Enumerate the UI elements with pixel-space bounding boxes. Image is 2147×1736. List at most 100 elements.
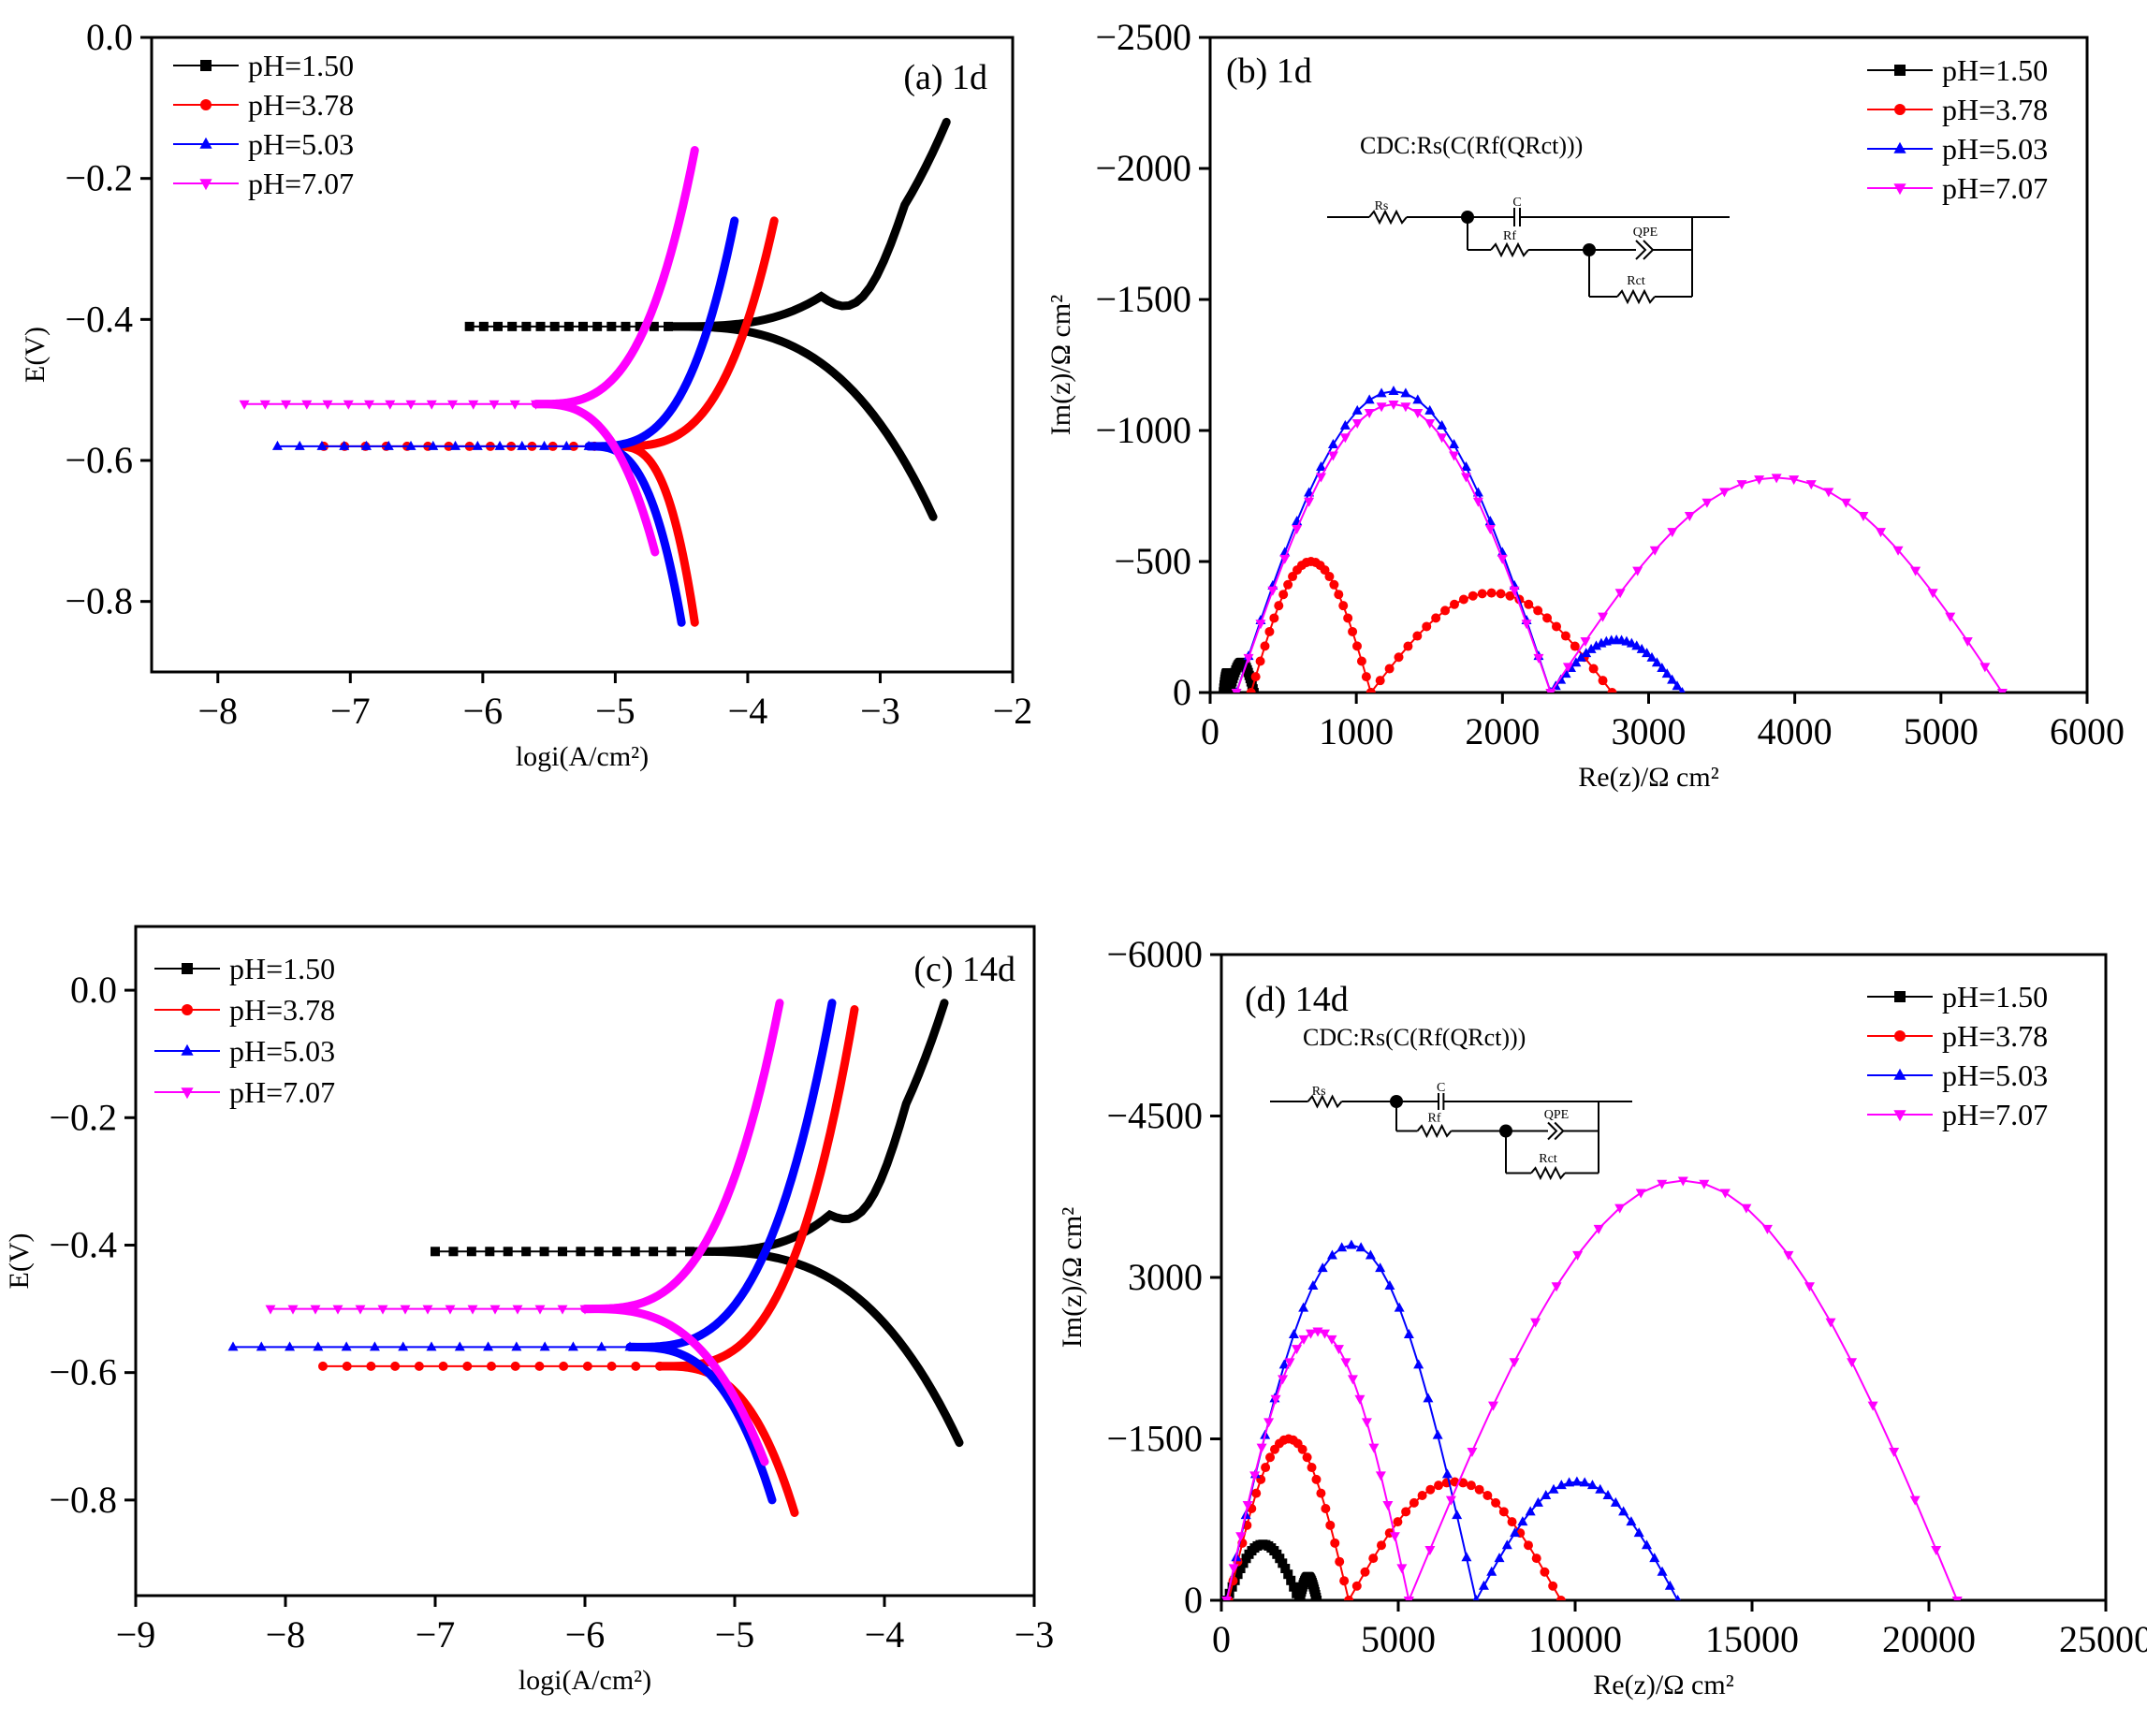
x-tick-label: −4	[865, 1613, 905, 1656]
x-tick-label: 0	[1212, 1618, 1231, 1660]
data-point	[1867, 1401, 1878, 1411]
data-point	[1951, 1597, 1963, 1600]
data-point	[1338, 601, 1349, 611]
data-point	[1560, 631, 1570, 641]
data-point	[1227, 699, 1236, 708]
data-point	[559, 1361, 569, 1371]
data-point	[1484, 525, 1496, 535]
data-point	[1335, 1556, 1345, 1567]
data-point	[596, 1341, 607, 1351]
data-point	[316, 440, 328, 450]
data-point	[1524, 599, 1534, 609]
legend: pH=1.50 pH=3.78 pH=5.03 pH=7.07	[1867, 980, 2048, 1131]
data-point	[366, 1361, 376, 1371]
data-point	[1437, 419, 1448, 430]
data-point	[1618, 1506, 1629, 1516]
anodic-thick-line	[531, 146, 699, 409]
data-point	[1319, 1329, 1330, 1339]
circuit-label-rct: Rct	[1627, 274, 1645, 288]
data-point	[494, 440, 505, 450]
data-point	[1635, 1189, 1646, 1199]
y-axis-label: E(V)	[20, 327, 51, 383]
data-point	[485, 1247, 495, 1257]
x-tick-label: 20000	[1882, 1618, 1976, 1660]
anodic-thick-line	[580, 999, 784, 1314]
data-point	[341, 1341, 352, 1351]
data-point	[1581, 648, 1592, 658]
resistor-rf	[1416, 1123, 1453, 1139]
data-point	[1394, 1302, 1405, 1312]
data-point	[1424, 1545, 1436, 1555]
y-tick-label: −0.4	[49, 1223, 117, 1265]
data-point	[1431, 613, 1441, 623]
data-point	[405, 440, 416, 450]
data-point	[1736, 480, 1747, 490]
data-point	[1384, 664, 1395, 674]
data-point	[383, 440, 394, 450]
data-point	[1270, 1394, 1281, 1405]
data-point	[1283, 1569, 1293, 1580]
data-point	[1317, 1262, 1328, 1273]
x-tick-label: 6000	[2050, 710, 2125, 752]
data-point	[1482, 1490, 1493, 1500]
data-point	[472, 440, 483, 450]
data-point	[1278, 590, 1289, 600]
data-point	[1351, 404, 1363, 415]
data-point	[1401, 1507, 1411, 1517]
data-point	[1741, 1204, 1752, 1214]
data-point	[1754, 475, 1765, 486]
resistor-rf	[1490, 241, 1529, 258]
data-point	[1388, 386, 1399, 395]
data-point	[1667, 674, 1678, 684]
data-point	[1280, 1564, 1291, 1574]
legend-label: pH=1.50	[248, 49, 354, 82]
data-point	[606, 1361, 617, 1371]
circuit-label-rf: Rf	[1503, 229, 1516, 243]
data-point	[1375, 676, 1385, 686]
data-point	[606, 321, 617, 331]
x-tick-label: 15000	[1705, 1618, 1799, 1660]
x-tick-label: −6	[463, 690, 504, 732]
x-axis-label: logi(A/cm²)	[516, 741, 649, 772]
data-point	[624, 1341, 635, 1351]
x-axis-label: logi(A/cm²)	[518, 1665, 651, 1696]
data-point	[1719, 1189, 1731, 1199]
data-point	[1376, 402, 1387, 413]
data-point	[1233, 1569, 1243, 1580]
data-point	[1224, 688, 1234, 693]
data-point	[1591, 640, 1602, 650]
legend-marker	[182, 963, 193, 974]
data-point	[1684, 512, 1695, 522]
data-point	[322, 400, 333, 410]
data-point	[1626, 637, 1637, 648]
data-point	[364, 400, 375, 410]
data-point	[1343, 613, 1353, 623]
data-point	[1307, 1463, 1317, 1473]
data-point	[1487, 1401, 1498, 1411]
data-point	[1275, 1554, 1285, 1564]
data-point	[1432, 1429, 1443, 1439]
data-point	[1579, 1477, 1590, 1487]
data-point	[1375, 1262, 1386, 1273]
data-point	[478, 321, 489, 331]
data-point	[1521, 620, 1532, 630]
data-point	[1384, 1279, 1395, 1290]
circuit-label-rct: Rct	[1539, 1152, 1557, 1166]
data-point	[1575, 651, 1586, 662]
data-point	[428, 440, 439, 450]
data-point	[1333, 1345, 1344, 1355]
data-point	[1517, 1516, 1528, 1526]
data-point	[578, 321, 589, 331]
x-tick-label: −7	[416, 1613, 456, 1656]
data-point	[510, 1361, 520, 1371]
data-point	[493, 321, 504, 331]
data-point	[1330, 1538, 1340, 1548]
data-point	[1424, 404, 1436, 415]
circuit-cdc-label: CDC:Rs(C(Rf(QRct)))	[1360, 132, 1583, 159]
data-point	[1326, 1249, 1337, 1260]
data-point	[1368, 1443, 1380, 1453]
data-point	[1636, 643, 1647, 653]
data-point	[1642, 648, 1653, 658]
y-tick-label: −1500	[1106, 1418, 1203, 1460]
